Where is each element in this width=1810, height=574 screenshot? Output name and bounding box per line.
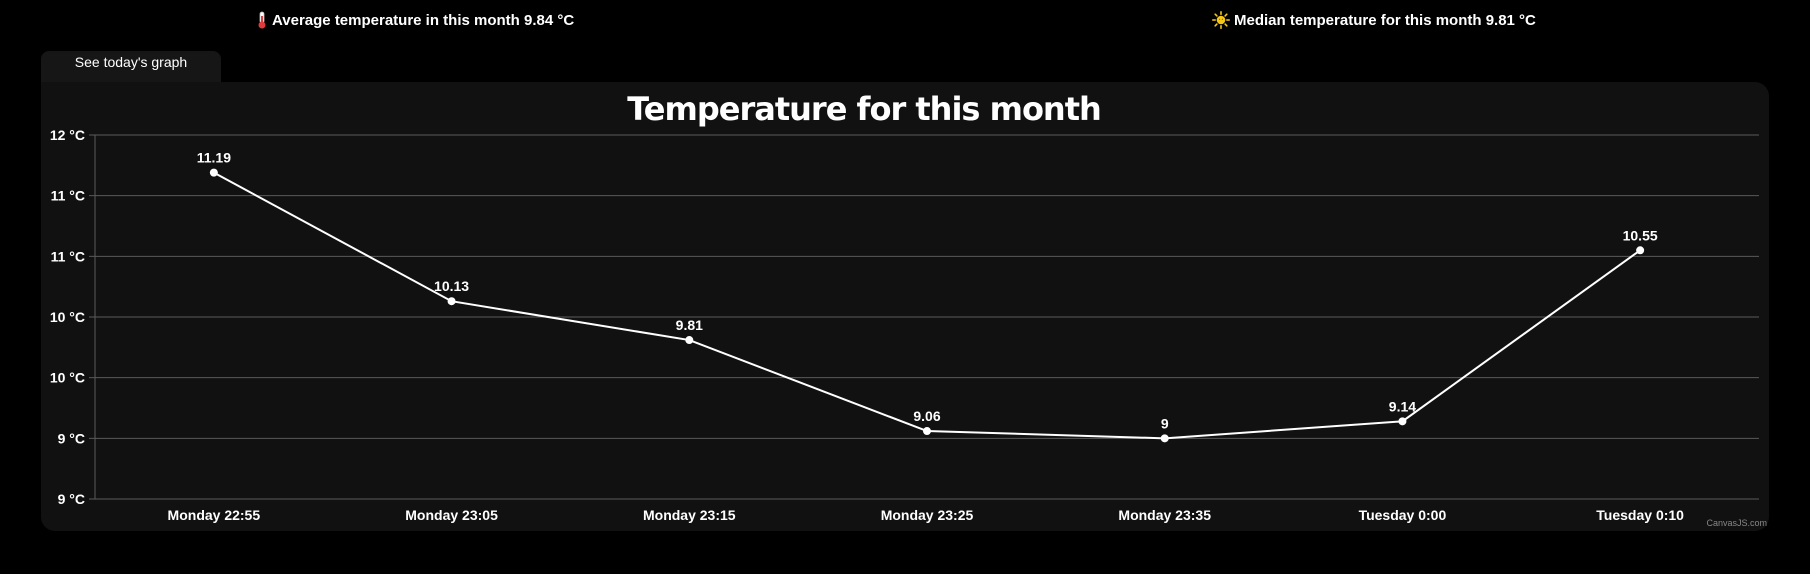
data-label: 9 <box>1161 415 1169 431</box>
x-tick-label: Tuesday 0:00 <box>1359 507 1447 523</box>
data-label: 11.19 <box>197 150 231 166</box>
x-tick-label: Tuesday 0:10 <box>1596 507 1684 523</box>
chart-credit: CanvasJS.com <box>1706 518 1767 528</box>
y-tick-label: 9 °C <box>58 491 85 507</box>
see-todays-graph-tab[interactable]: See today's graph <box>41 51 221 83</box>
data-point <box>1398 417 1407 426</box>
data-point <box>923 427 931 436</box>
data-point <box>447 297 456 306</box>
temperature-line-chart: Temperature for this month 9 °C 9 °C 10 °C 1… <box>50 90 1767 528</box>
data-point <box>209 168 218 177</box>
series-line <box>213 171 1641 440</box>
sun-icon <box>1212 11 1230 29</box>
median-temperature-stat: Median temperature for this month 9.81 °… <box>1212 11 1536 29</box>
x-tick-label: Monday 22:55 <box>168 507 261 523</box>
data-point <box>1160 434 1169 443</box>
x-tick-label: Monday 23:15 <box>643 507 736 523</box>
y-tick-label: 12 °C <box>50 127 85 143</box>
y-tick-label: 11 °C <box>51 188 85 204</box>
median-temperature-text: Median temperature for this month 9.81 °… <box>1234 11 1536 29</box>
y-tick-label: 9 °C <box>58 430 85 446</box>
data-label: 10.55 <box>1623 227 1658 243</box>
data-point <box>1636 246 1645 255</box>
x-tick-label: Monday 23:35 <box>1118 507 1211 523</box>
average-temperature-text: Average temperature in this month 9.84 °… <box>272 11 575 29</box>
chart-panel: Temperature for this month 9 °C 9 °C 10 °C 1… <box>41 82 1769 531</box>
y-tick-label: 11 °C <box>51 248 85 264</box>
data-label: 9.14 <box>1389 398 1416 414</box>
data-label: 9.81 <box>676 317 703 333</box>
data-point <box>685 336 694 345</box>
y-tick-label: 10 °C <box>50 309 85 325</box>
x-tick-label: Monday 23:25 <box>881 507 974 523</box>
data-label: 9.06 <box>913 408 940 424</box>
chart-title: Temperature for this month <box>627 90 1101 128</box>
x-tick-label: Monday 23:05 <box>405 507 498 523</box>
y-tick-label: 10 °C <box>50 370 85 386</box>
average-temperature-stat: Average temperature in this month 9.84 °… <box>256 11 574 29</box>
thermometer-icon <box>256 11 268 29</box>
data-label: 10.13 <box>434 278 469 294</box>
